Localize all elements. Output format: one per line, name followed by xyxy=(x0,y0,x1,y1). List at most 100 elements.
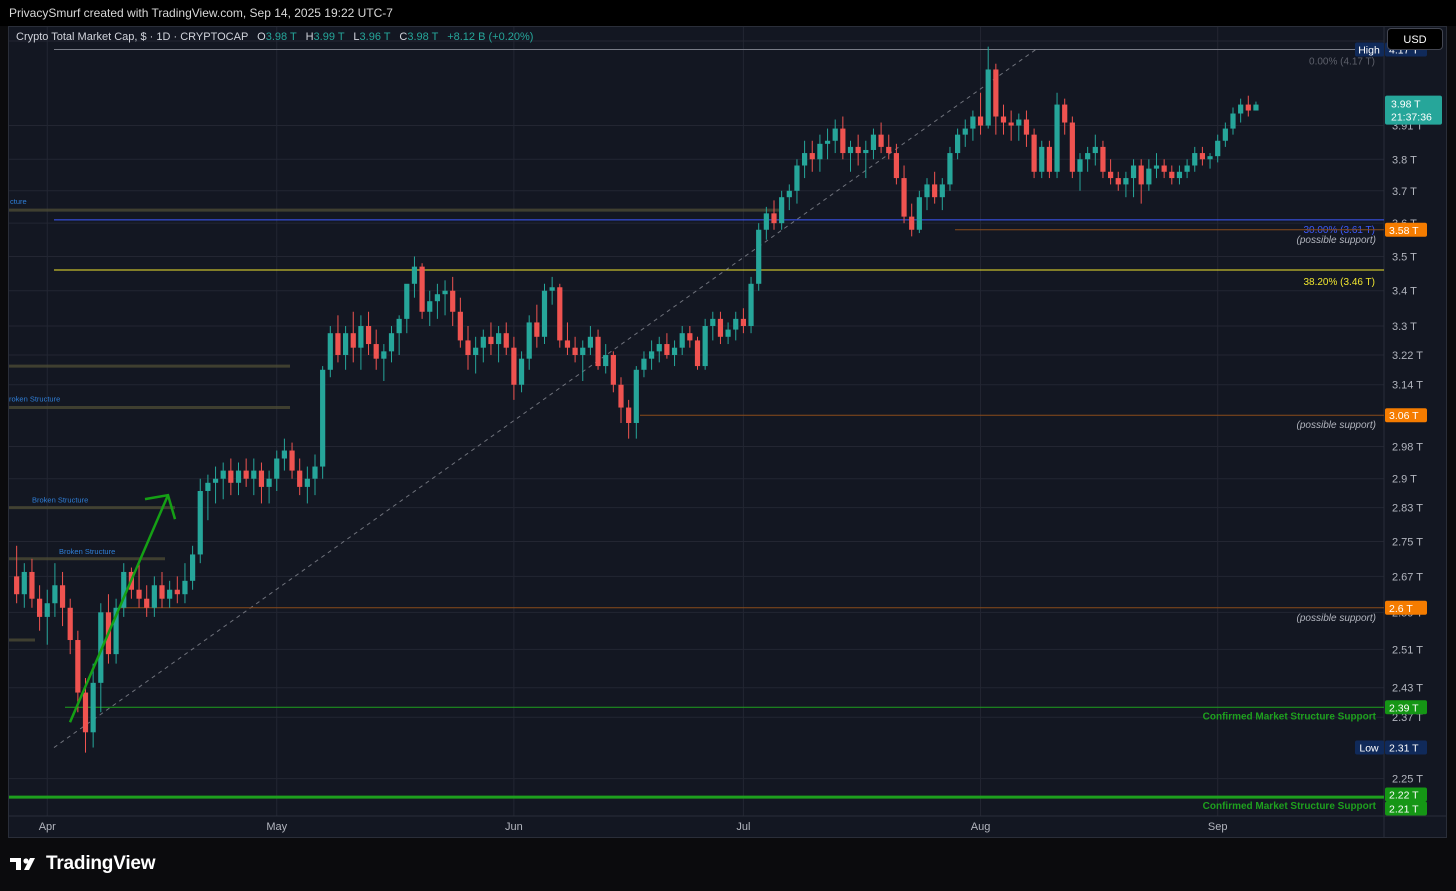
currency-button[interactable]: USD xyxy=(1387,28,1443,50)
candle-body xyxy=(450,290,456,312)
candle-body xyxy=(541,290,548,337)
broken-structure-label: Broken Structure xyxy=(32,496,88,505)
broken-structure-label: Broken Structure xyxy=(59,547,115,556)
candle-body xyxy=(1146,168,1152,185)
impulse-arrow-head xyxy=(144,493,177,520)
candle-body xyxy=(1115,178,1121,185)
candle-body xyxy=(649,351,655,359)
candle-body xyxy=(587,336,593,348)
hl-tag-label: High xyxy=(1358,44,1380,56)
candle-body xyxy=(488,336,494,345)
candle-body xyxy=(1039,146,1045,172)
price-tag-value: 2.6 T xyxy=(1389,603,1413,615)
y-tick-label: 3.22 T xyxy=(1392,350,1423,362)
candle-body xyxy=(671,347,678,356)
y-tick-label: 2.9 T xyxy=(1392,474,1417,486)
candle-body xyxy=(159,585,165,599)
candle-body xyxy=(916,197,922,230)
candle-body xyxy=(725,329,731,337)
chart-panel[interactable] xyxy=(8,26,1447,838)
y-tick-label: 2.25 T xyxy=(1392,774,1423,786)
candle-body xyxy=(67,607,73,641)
candle-body xyxy=(993,69,999,117)
candle-body xyxy=(955,134,961,154)
price-tag-value: 2.22 T xyxy=(1389,790,1419,802)
candle-body xyxy=(312,466,318,479)
y-tick-label: 3.5 T xyxy=(1392,251,1417,263)
candle-body xyxy=(167,589,173,599)
candle-body xyxy=(90,682,96,733)
candle-body xyxy=(1222,128,1228,141)
candle-body xyxy=(610,355,616,385)
candle-body xyxy=(886,146,892,154)
price-tag-value: 2.21 T xyxy=(1389,804,1419,816)
last-price-value: 3.98 T xyxy=(1391,99,1421,111)
fib-trend-line xyxy=(53,49,1037,748)
candle-body xyxy=(258,470,265,487)
candle-body xyxy=(320,369,326,467)
x-tick-label: May xyxy=(266,821,287,833)
candle-body xyxy=(113,607,119,655)
price-tag xyxy=(1385,600,1427,615)
candle-body xyxy=(1108,171,1114,179)
top-bar: PrivacySmurf created with TradingView.co… xyxy=(0,0,1456,26)
candle-body xyxy=(970,116,976,129)
candle-body xyxy=(212,478,219,483)
change-value: +8.12 B (+0.20%) xyxy=(447,31,534,43)
x-tick-label: Jun xyxy=(505,821,523,833)
candle-body xyxy=(419,266,425,312)
candle-body xyxy=(266,478,272,487)
candle-body xyxy=(381,351,387,359)
candle-body xyxy=(656,344,662,352)
candle-body xyxy=(174,589,180,595)
candle-body xyxy=(794,165,800,191)
candle-body xyxy=(14,576,20,595)
candle-body xyxy=(763,213,769,230)
candle-body xyxy=(235,470,242,483)
candle-body xyxy=(52,585,58,604)
candle-body xyxy=(564,340,571,348)
candle-body xyxy=(427,301,433,312)
candle-body xyxy=(1092,146,1098,154)
candle-body xyxy=(1184,165,1190,172)
fib-label: 0.00% (4.17 T) xyxy=(1309,56,1375,67)
candle-body xyxy=(626,407,632,423)
candle-body xyxy=(197,491,203,555)
countdown-timer: 21:37:36 xyxy=(1391,112,1432,124)
candle-body xyxy=(947,153,953,185)
candle-body xyxy=(335,333,341,356)
candle-body xyxy=(75,640,81,693)
symbol-name[interactable]: Crypto Total Market Cap, $ · 1D · CRYPTO… xyxy=(16,31,249,43)
y-tick-label: 3.7 T xyxy=(1392,186,1417,198)
open-label: O xyxy=(257,31,266,43)
candle-body xyxy=(733,318,739,330)
candle-body xyxy=(373,344,379,359)
hl-tag-bg xyxy=(1355,42,1384,57)
candle-body xyxy=(1046,146,1052,172)
candle-body xyxy=(151,585,157,608)
price-tag xyxy=(1385,801,1427,816)
price-tag-value: 3.06 T xyxy=(1389,410,1419,422)
candle-body xyxy=(1077,159,1083,172)
candle-body xyxy=(182,580,188,595)
candle-body xyxy=(748,283,754,327)
candle-body xyxy=(855,146,861,154)
candle-body xyxy=(633,369,639,423)
candle-body xyxy=(901,178,907,217)
candle-body xyxy=(1130,165,1137,179)
candle-body xyxy=(710,318,716,327)
price-tag xyxy=(1385,222,1427,237)
candle-body xyxy=(595,336,601,367)
candle-body xyxy=(190,554,196,581)
hl-tag-bg xyxy=(1355,740,1384,755)
candle-body xyxy=(243,470,249,479)
candle-body xyxy=(457,311,463,341)
price-tag xyxy=(1385,787,1427,802)
candle-body xyxy=(932,184,938,198)
candle-body xyxy=(297,470,303,487)
impulse-arrow xyxy=(68,494,170,723)
chart-credit: PrivacySmurf created with TradingView.co… xyxy=(9,6,393,20)
candle-body xyxy=(809,153,815,160)
candle-body xyxy=(1008,122,1014,126)
